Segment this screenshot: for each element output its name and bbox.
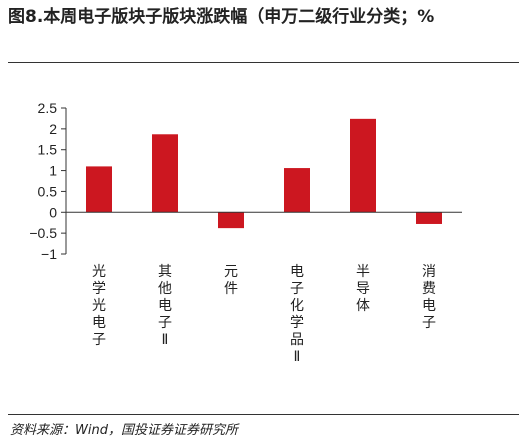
x-category-label: 消费电子 — [422, 264, 436, 331]
title-divider — [8, 62, 519, 63]
x-category-label: 光学光电子 — [92, 264, 106, 348]
x-category-label: 元件 — [224, 264, 238, 297]
y-tick-label: 2 — [49, 121, 57, 137]
x-category-label: 其他电子 Ⅱ — [158, 264, 172, 348]
bar — [284, 168, 310, 213]
bar — [350, 118, 376, 213]
x-category-label: 电子化学品 Ⅱ — [290, 264, 304, 365]
bar — [152, 134, 178, 213]
bar — [218, 212, 244, 229]
y-tick-label: 0 — [49, 204, 57, 220]
y-tick-label: −1 — [41, 246, 57, 262]
y-tick-label: 1 — [49, 163, 57, 179]
y-tick-label: 0.5 — [38, 183, 58, 199]
chart-title: 图8.本周电子版块子版块涨跌幅（申万二级行业分类；% — [8, 7, 435, 27]
y-tick-label: 2.5 — [38, 100, 58, 116]
y-tick-label: −0.5 — [29, 225, 57, 241]
y-tick-label: 1.5 — [38, 142, 58, 158]
bar — [86, 166, 112, 213]
source-note: 资料来源：Wind，国投证券证券研究所 — [10, 423, 238, 438]
x-category-label: 半导体 — [356, 264, 370, 314]
footer-divider — [8, 414, 519, 415]
bar — [416, 212, 442, 224]
